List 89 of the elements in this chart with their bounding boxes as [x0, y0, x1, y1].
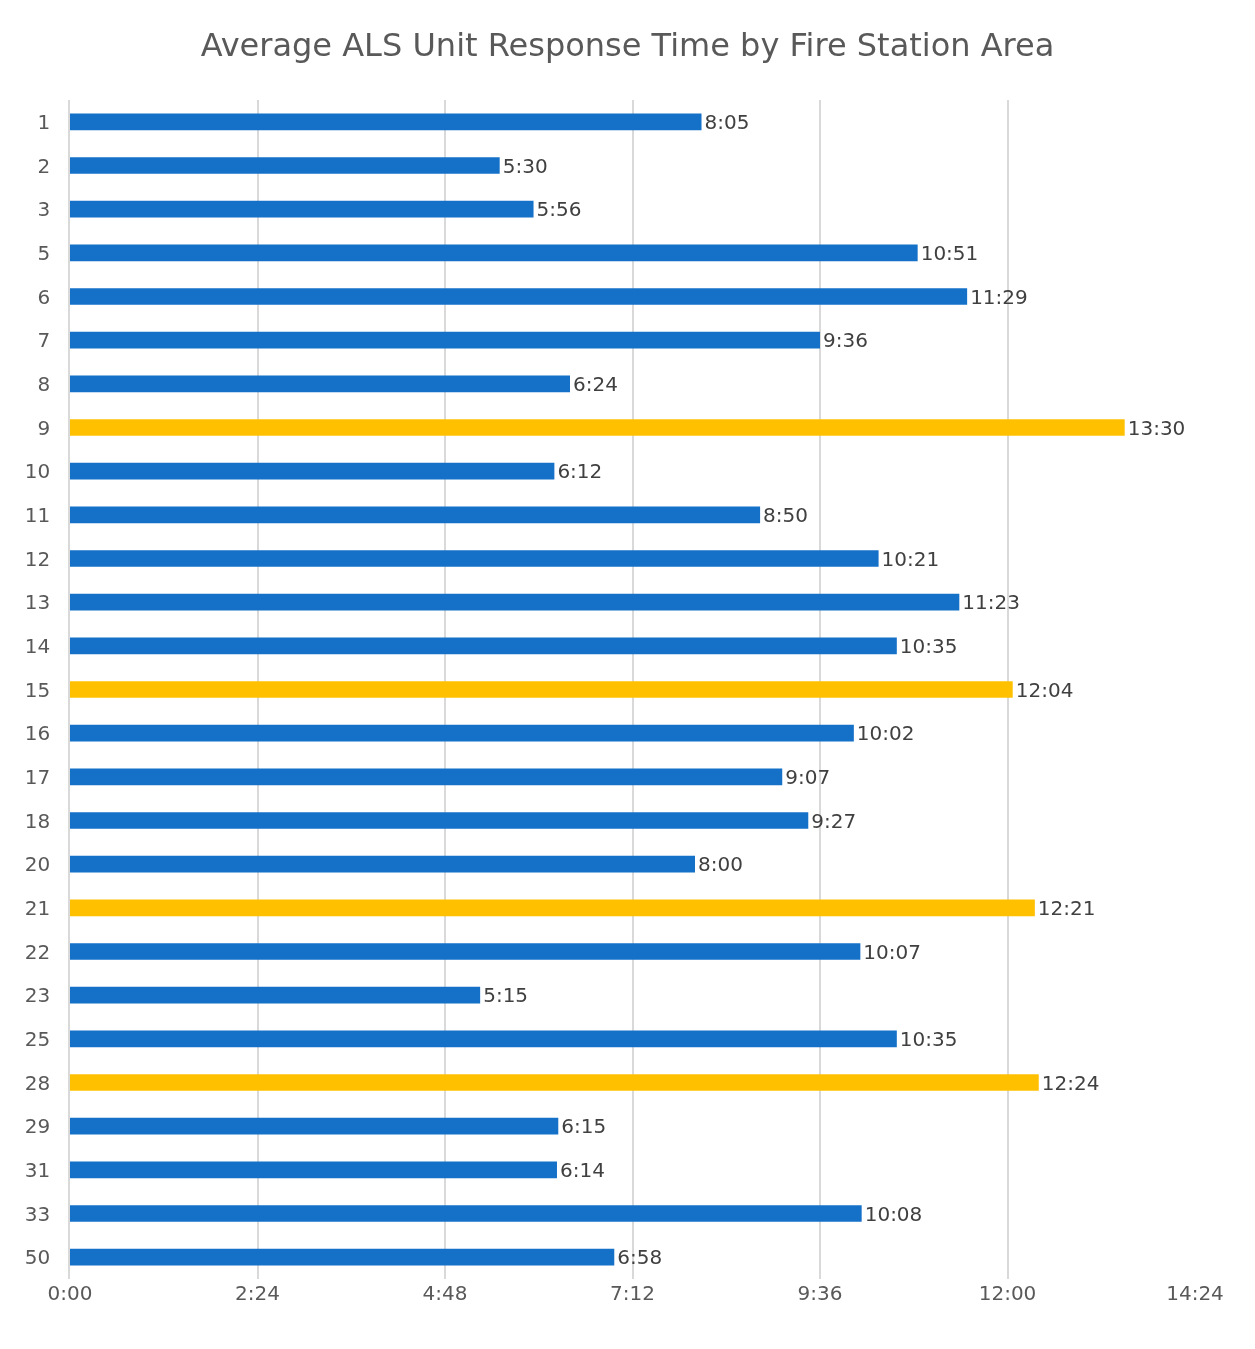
- data-label: 6:14: [559, 1157, 605, 1182]
- data-label: 11:29: [970, 284, 1028, 309]
- bar: [70, 550, 879, 567]
- y-tick-label: 11: [24, 502, 51, 527]
- data-label: 6:24: [573, 371, 618, 396]
- x-tick-label: 14:24: [1166, 1281, 1224, 1305]
- data-label: 6:58: [617, 1245, 663, 1270]
- bar: [70, 288, 968, 305]
- y-tick-label: 16: [24, 721, 51, 746]
- x-tick-label: 4:48: [422, 1281, 468, 1305]
- y-tick-label: 14: [24, 633, 51, 658]
- y-tick-label: 13: [24, 590, 51, 615]
- bar: [70, 1248, 615, 1266]
- bar: [70, 157, 500, 174]
- data-label: 12:21: [1037, 895, 1096, 920]
- y-tick-label: 29: [24, 1114, 51, 1139]
- data-label: 11:23: [962, 590, 1020, 615]
- chart-title: Average ALS Unit Response Time by Fire Station Area: [200, 26, 1055, 65]
- data-label: 10:35: [899, 1026, 958, 1051]
- y-tick-label: 50: [24, 1245, 51, 1270]
- y-tick-label: 2: [37, 153, 51, 178]
- data-label: 10:51: [920, 240, 979, 265]
- data-label: 5:30: [502, 153, 548, 178]
- x-tick-label: 2:24: [235, 1281, 280, 1305]
- y-tick-label: 22: [24, 939, 51, 964]
- data-label: 6:15: [561, 1114, 607, 1139]
- data-label: 9:36: [823, 328, 868, 353]
- x-tick-label: 9:36: [797, 1281, 843, 1305]
- data-label: 8:00: [698, 852, 743, 877]
- bar: [70, 986, 481, 1004]
- bar: [70, 1205, 862, 1222]
- bar: [70, 812, 809, 829]
- data-label: 6:12: [557, 459, 603, 484]
- data-label: 8:05: [704, 109, 750, 134]
- bar: [70, 1030, 897, 1048]
- data-label: 10:08: [864, 1201, 923, 1226]
- y-tick-label: 15: [24, 677, 51, 702]
- bar: [70, 943, 861, 960]
- data-label: 5:56: [536, 197, 582, 222]
- bar: [70, 768, 783, 786]
- y-tick-label: 3: [37, 197, 51, 222]
- data-label: 10:35: [899, 633, 958, 658]
- y-tick-label: 1: [37, 109, 51, 134]
- y-tick-label: 9: [37, 415, 51, 440]
- y-tick-label: 25: [24, 1026, 51, 1051]
- y-tick-label: 18: [24, 808, 51, 833]
- bar: [70, 899, 1035, 917]
- data-label: 12:04: [1015, 677, 1074, 702]
- bar: [70, 1074, 1039, 1091]
- y-tick-label: 20: [24, 852, 51, 877]
- y-tick-label: 5: [37, 240, 51, 265]
- data-label: 5:15: [483, 983, 529, 1008]
- data-label: 13:30: [1127, 415, 1186, 440]
- y-tick-label: 17: [24, 764, 51, 789]
- data-label: 10:21: [881, 546, 940, 571]
- data-label: 9:07: [785, 764, 831, 789]
- y-tick-label: 8: [37, 371, 51, 396]
- bar: [70, 593, 960, 611]
- y-tick-label: 23: [24, 983, 51, 1008]
- bar: [70, 113, 702, 131]
- bar: [70, 681, 1013, 698]
- bar: [70, 244, 918, 262]
- bar: [70, 462, 555, 480]
- bar: [70, 1117, 559, 1135]
- bar: [70, 724, 854, 742]
- y-tick-label: 6: [37, 284, 51, 309]
- bar: [70, 331, 820, 349]
- data-label: 8:50: [763, 502, 809, 527]
- data-label: 9:27: [811, 808, 857, 833]
- y-tick-label: 28: [24, 1070, 51, 1095]
- data-label: 12:24: [1041, 1070, 1100, 1095]
- y-tick-label: 33: [24, 1201, 51, 1226]
- y-tick-label: 31: [24, 1157, 51, 1182]
- x-tick-label: 7:12: [610, 1281, 655, 1305]
- bar: [70, 419, 1125, 436]
- bar: [70, 855, 695, 873]
- bar: [70, 200, 534, 218]
- y-tick-label: 10: [24, 459, 51, 484]
- x-tick-label: 0:00: [47, 1281, 93, 1305]
- bar: [70, 1161, 557, 1179]
- y-tick-label: 7: [37, 328, 51, 353]
- y-tick-label: 12: [24, 546, 51, 571]
- data-label: 10:02: [856, 721, 915, 746]
- x-tick-label: 12:00: [978, 1281, 1037, 1305]
- bar: [70, 637, 897, 655]
- bar: [70, 375, 570, 393]
- data-label: 10:07: [863, 939, 921, 964]
- y-tick-label: 21: [24, 895, 51, 920]
- bar: [70, 506, 761, 524]
